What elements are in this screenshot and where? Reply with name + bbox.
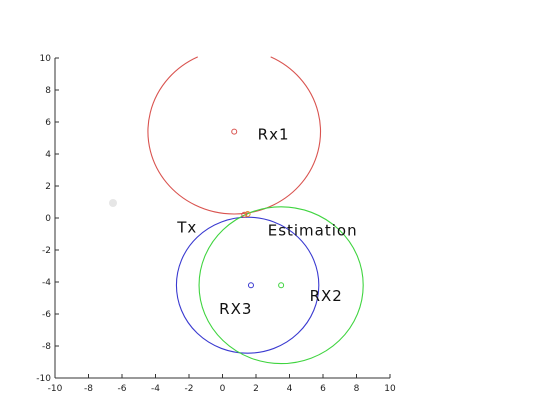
axis-ticks: -10 -8 -6 -4 -2 0 2 4 6 8 10 -10 -8 -6 -4 -2 0 2 4 6 8 10: [36, 54, 396, 394]
x-tick-label: -2: [185, 384, 194, 394]
y-tick-label: -8: [42, 342, 51, 352]
x-tick-label: 10: [384, 384, 396, 394]
circle-estimation: [198, 206, 364, 365]
label-rx1: Rx1: [258, 126, 290, 144]
label-estimation: Estimation: [268, 222, 358, 240]
y-tick-label: 2: [45, 182, 51, 192]
x-tick-label: -4: [151, 384, 160, 394]
chart-marks: [147, 56, 364, 365]
y-tick-label: 4: [45, 150, 51, 160]
label-rx3: RX3: [219, 300, 252, 318]
point-marker: [247, 282, 254, 289]
label-tx: Tx: [176, 218, 197, 236]
point-marker: [231, 128, 238, 135]
circle-tx: [175, 216, 320, 354]
x-tick-label: -6: [118, 384, 127, 394]
point-marker: [244, 211, 251, 217]
x-tick-label: 6: [320, 384, 326, 394]
label-rx2: RX2: [310, 287, 343, 305]
x-tick-label: 0: [220, 384, 226, 394]
y-tick-label: -2: [42, 246, 51, 256]
y-tick-label: 10: [40, 54, 52, 64]
annotations: Rx1 Tx Estimation RX3 RX2: [176, 126, 358, 318]
y-tick-label: -6: [42, 310, 51, 320]
x-tick-label: 4: [287, 384, 293, 394]
y-tick-label: 0: [45, 214, 51, 224]
point-marker: [278, 282, 285, 289]
x-tick-label: 8: [354, 384, 360, 394]
y-tick-label: 8: [45, 86, 51, 96]
y-tick-label: -10: [36, 374, 51, 384]
circle-rx1: [147, 56, 322, 215]
x-tick-label: -8: [84, 384, 93, 394]
y-tick-label: 6: [45, 118, 51, 128]
y-tick-label: -4: [42, 278, 51, 288]
x-tick-label: 2: [253, 384, 259, 394]
x-tick-label: -10: [48, 384, 63, 394]
point-marker: [241, 211, 248, 218]
faint-artifact-dot: [109, 199, 117, 207]
